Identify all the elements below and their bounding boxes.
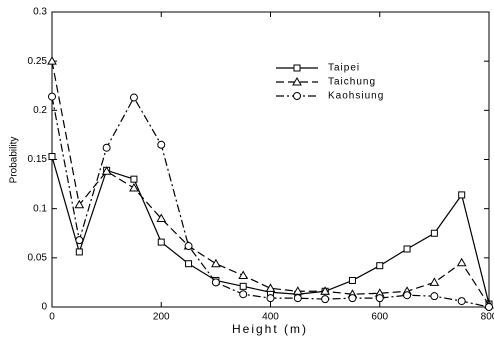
marker [485, 303, 493, 311]
marker [211, 278, 220, 287]
x-tick-label: 600 [371, 312, 388, 323]
marker [348, 294, 357, 303]
marker [430, 292, 439, 301]
marker [429, 277, 440, 286]
series-line [51, 61, 490, 306]
legend-label: Kaohsiung [328, 91, 384, 102]
y-tick-label: 0.25 [28, 56, 48, 67]
marker [430, 229, 438, 237]
marker [74, 199, 85, 209]
marker [102, 143, 111, 152]
x-axis-label: Height (m) [232, 322, 308, 336]
marker [101, 166, 112, 175]
marker [293, 92, 301, 100]
marker [157, 238, 165, 246]
y-tick-label: 0.1 [33, 203, 47, 214]
marker [403, 291, 412, 300]
marker [130, 175, 138, 183]
marker [320, 286, 330, 295]
marker [129, 183, 139, 192]
marker [293, 64, 301, 72]
x-tick-label: 0 [49, 312, 55, 323]
y-tick-label: 0.05 [28, 252, 48, 263]
marker [457, 297, 466, 306]
marker [48, 92, 56, 101]
marker [239, 282, 247, 290]
marker [129, 93, 138, 102]
marker [211, 258, 221, 268]
marker [75, 248, 83, 256]
legend-label: Taichung [328, 77, 376, 88]
marker [375, 294, 384, 303]
marker [156, 213, 167, 222]
marker [376, 262, 384, 270]
y-tick-label: 0.15 [28, 154, 48, 165]
marker [265, 283, 276, 292]
marker [458, 191, 466, 199]
y-tick-label: 0.3 [33, 7, 47, 18]
marker [238, 270, 249, 280]
marker [321, 295, 330, 304]
y-tick-label: 0.2 [33, 105, 47, 116]
x-tick-label: 200 [153, 312, 170, 323]
marker [185, 260, 193, 268]
series-line [51, 96, 490, 308]
marker [184, 242, 193, 251]
y-tick-label: 0 [41, 302, 47, 313]
marker [157, 140, 166, 149]
marker [48, 153, 56, 161]
marker [292, 76, 302, 86]
marker [456, 257, 467, 267]
y-axis-label: Probability [9, 137, 20, 184]
marker [266, 294, 275, 303]
marker [75, 236, 84, 245]
marker [348, 276, 356, 284]
marker [403, 245, 411, 253]
x-tick-label: 400 [262, 312, 279, 323]
x-tick-label: 800 [481, 312, 494, 323]
series-line [51, 156, 490, 305]
marker [293, 294, 302, 303]
legend-label: Taipei [328, 63, 360, 74]
marker [239, 290, 248, 299]
marker [47, 56, 57, 65]
plot-frame [51, 11, 490, 308]
